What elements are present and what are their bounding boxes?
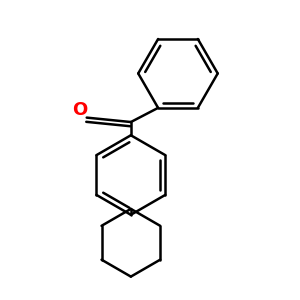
Text: O: O	[73, 101, 88, 119]
